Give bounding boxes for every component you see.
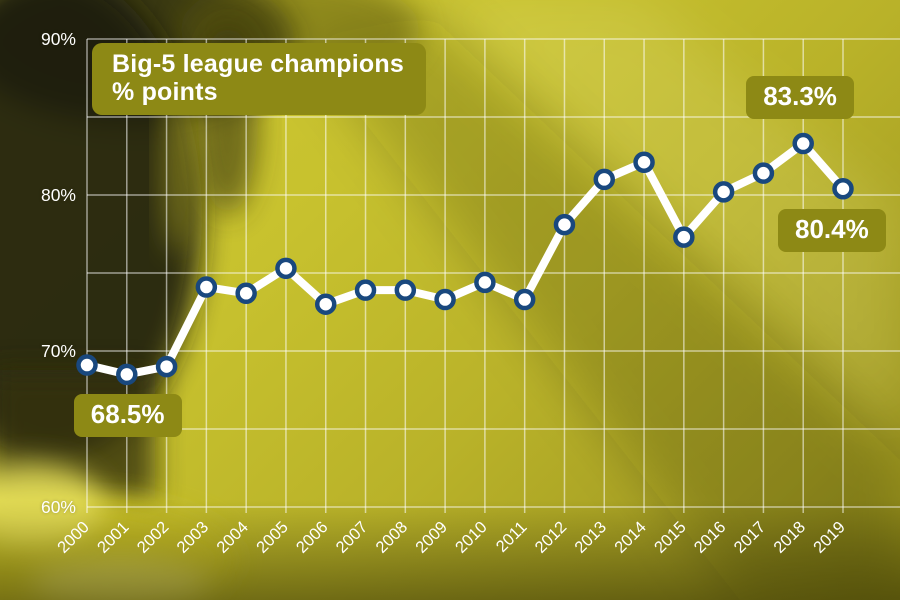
y-tick-label-70: 70% bbox=[40, 341, 76, 361]
data-point-2004 bbox=[235, 282, 257, 305]
data-point-2015 bbox=[673, 226, 695, 248]
light-beam bbox=[300, 0, 900, 600]
data-point-2000 bbox=[76, 354, 98, 376]
data-point-2012 bbox=[553, 213, 576, 236]
data-series bbox=[76, 132, 854, 386]
y-tick-label-60: 60% bbox=[40, 497, 76, 517]
data-point-2017 bbox=[752, 162, 775, 184]
data-point-2006 bbox=[314, 293, 337, 315]
data-point-2013 bbox=[593, 168, 616, 191]
annotation-2019: 80.4% bbox=[778, 208, 886, 252]
data-point-2007 bbox=[354, 279, 377, 301]
x-axis-labels: 2000 2001 2002 2003 2004 2005 2006 2007 2008 2009… bbox=[54, 518, 849, 557]
data-point-2018 bbox=[792, 132, 814, 155]
chart-title-line2: % points bbox=[112, 78, 218, 106]
x-tick-label-2000: 2000 bbox=[54, 518, 93, 557]
x-tick-label-2001: 2001 bbox=[94, 518, 133, 557]
data-point-2003 bbox=[195, 276, 218, 298]
series-line bbox=[83, 139, 847, 379]
data-point-2014 bbox=[633, 151, 655, 173]
annotation-2001: 68.5% bbox=[73, 394, 182, 438]
y-tick-label-80: 80% bbox=[40, 185, 76, 205]
x-tick-label-2012: 2012 bbox=[532, 518, 571, 557]
bottom-vignette bbox=[0, 500, 900, 600]
x-tick-label-2010: 2010 bbox=[452, 518, 491, 557]
data-point-2008 bbox=[394, 279, 417, 301]
data-point-2019 bbox=[832, 178, 854, 200]
x-tick-label-2019: 2019 bbox=[810, 518, 849, 557]
x-tick-label-2009: 2009 bbox=[412, 518, 451, 557]
x-tick-label-2011: 2011 bbox=[493, 518, 531, 556]
x-tick-label-2016: 2016 bbox=[691, 518, 730, 557]
x-tick-label-2008: 2008 bbox=[372, 518, 411, 557]
x-tick-label-2017: 2017 bbox=[731, 518, 770, 557]
x-tick-label-2007: 2007 bbox=[333, 518, 372, 557]
chart-title-line1: Big-5 league champions bbox=[112, 50, 404, 78]
data-point-2010 bbox=[474, 271, 496, 294]
x-tick-label-2004: 2004 bbox=[213, 518, 252, 557]
x-tick-label-2006: 2006 bbox=[293, 518, 332, 557]
x-tick-label-2005: 2005 bbox=[253, 518, 292, 557]
data-point-2001 bbox=[116, 363, 138, 386]
data-point-2009 bbox=[434, 288, 456, 311]
x-tick-label-2003: 2003 bbox=[174, 518, 213, 557]
annotation-2018: 83.3% bbox=[746, 75, 854, 119]
data-point-2002 bbox=[155, 355, 178, 378]
y-tick-label-90: 90% bbox=[40, 29, 76, 49]
chart-title: Big-5 league champions % points bbox=[92, 43, 426, 115]
data-point-2016 bbox=[712, 181, 735, 203]
data-point-2005 bbox=[275, 257, 297, 280]
data-point-2011 bbox=[513, 288, 536, 311]
x-tick-label-2014: 2014 bbox=[611, 518, 650, 557]
x-tick-label-2013: 2013 bbox=[571, 518, 610, 557]
x-tick-label-2018: 2018 bbox=[770, 518, 809, 557]
x-tick-label-2002: 2002 bbox=[134, 518, 173, 557]
x-tick-label-2015: 2015 bbox=[651, 518, 690, 557]
